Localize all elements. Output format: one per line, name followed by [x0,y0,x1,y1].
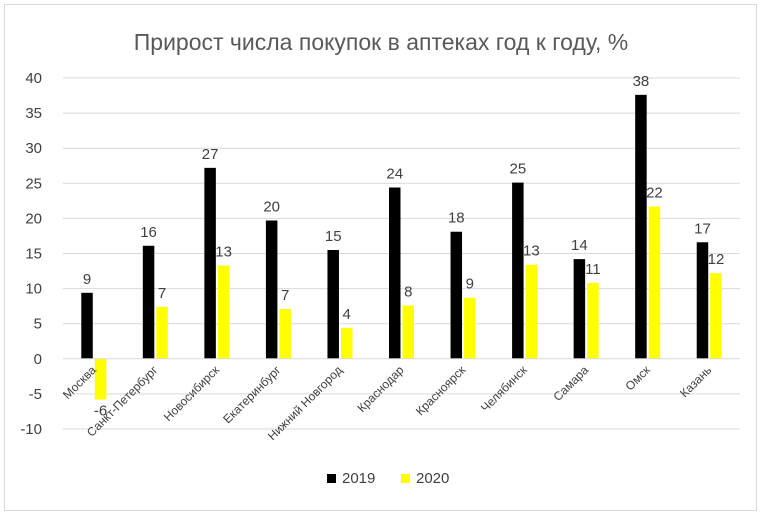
legend-swatch-2020 [401,474,410,483]
y-tick-label: -5 [29,386,42,403]
bar-2020-4 [340,327,353,359]
bar-2020-9 [648,206,661,359]
bar-2019-8 [573,259,586,359]
data-labels: 9 16 27 20 15 24 18 25 14 38 17 -6 7 13 7 4 8 9 13 11 22 12 [83,73,724,420]
gridlines [63,77,740,430]
y-tick-label: 25 [25,175,42,192]
bar-2019-0 [81,292,93,359]
data-label-2019-9: 38 [633,73,650,90]
bar-2019-9 [635,94,647,359]
data-label-2019-4: 15 [325,228,342,245]
data-label-2019-2: 27 [202,146,219,163]
chart-frame: Прирост числа покупок в аптеках год к го… [4,4,757,511]
category-label: Москва [60,363,99,402]
bar-2019-7 [512,182,524,359]
data-label-2019-10: 17 [694,220,711,237]
category-label: Самара [550,363,591,404]
chart-canvas: Прирост числа покупок в аптеках год к го… [20,29,740,487]
data-label-2019-5: 24 [386,166,403,183]
category-label: Челябинск [478,362,530,414]
data-label-2020-7: 13 [523,243,540,260]
y-tick-label: 15 [25,246,42,263]
legend-label-2020: 2020 [416,470,449,487]
legend-label-2019: 2019 [342,470,375,487]
y-tick-label: 20 [25,210,42,227]
category-label: Омск [623,362,654,393]
data-label-2019-7: 25 [509,161,526,178]
bar-2020-1 [156,306,168,359]
category-label: Красноярск [413,362,469,418]
bar-2019-1 [142,245,155,359]
y-tick-label: 10 [25,281,42,298]
data-label-2019-8: 14 [571,237,588,254]
category-label: Новосибирск [161,362,223,424]
bar-2020-2 [217,265,230,359]
legend-swatch-2019 [327,474,336,483]
data-label-2020-6: 9 [466,276,474,293]
data-label-2020-5: 8 [404,283,412,300]
bar-2020-7 [525,264,538,359]
bar-2019-4 [327,249,339,359]
bar-2019-5 [389,187,401,359]
data-label-2019-0: 9 [83,271,91,288]
bar-2020-8 [587,282,599,359]
bar-2020-10 [710,273,722,359]
data-label-2020-2: 13 [215,243,232,260]
data-label-2019-6: 18 [448,210,465,227]
legend: 2019 2020 [327,470,449,487]
data-label-2020-0: -6 [94,403,107,420]
y-tick-label: 35 [25,105,42,122]
data-label-2020-3: 7 [281,287,289,304]
bar-2020-3 [279,308,291,359]
y-tick-label: 0 [34,351,42,368]
bar-2019-6 [450,231,463,359]
bar-2020-5 [402,305,414,359]
category-label: Казань [677,363,714,400]
data-label-2019-3: 20 [263,199,280,216]
y-tick-label: 5 [34,316,42,333]
data-label-2020-1: 7 [158,285,166,302]
bar-2019-10 [696,242,709,359]
chart-title: Прирост числа покупок в аптеках год к го… [134,29,629,55]
data-label-2020-10: 12 [708,251,725,268]
data-label-2020-8: 11 [585,261,601,278]
data-label-2020-4: 4 [343,306,351,323]
data-label-2019-1: 16 [140,224,157,241]
data-label-2020-9: 22 [646,184,663,201]
y-tick-label: -10 [20,421,42,438]
bar-2020-6 [464,297,476,359]
y-tick-label: 30 [25,140,42,157]
category-label: Екатеринбург [220,363,284,427]
bar-2019-2 [204,167,216,359]
y-axis: -10 -5 0 5 10 15 20 25 30 35 40 [20,70,42,438]
bars [81,94,722,400]
y-tick-label: 40 [25,70,42,87]
category-label: Краснодар [354,363,406,415]
bar-2019-3 [265,220,278,359]
bar-2020-0 [94,358,107,400]
